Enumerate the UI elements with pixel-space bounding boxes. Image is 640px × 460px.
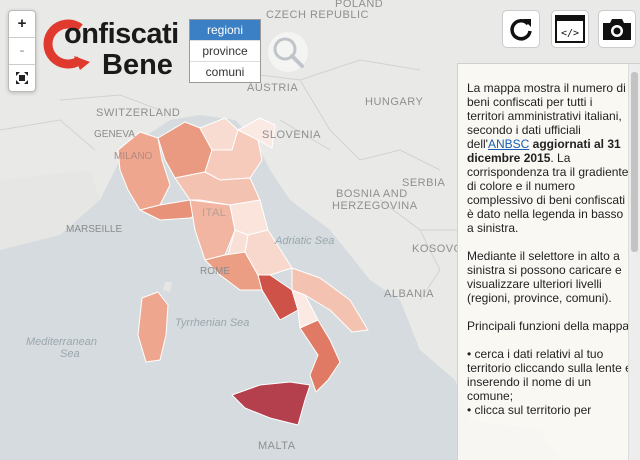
level-option-regioni[interactable]: regioni (190, 20, 260, 41)
label-tyrrhenian-sea: Tyrrhenian Sea (175, 317, 250, 329)
info-paragraph-intro: La mappa mostra il numero di beni confis… (467, 81, 629, 235)
label-italy: ITAL (202, 207, 227, 219)
label-serbia: SERBIA (402, 177, 446, 189)
label-switzerland: SWITZERLAND (96, 107, 181, 119)
level-selector: regioni province comuni (189, 19, 261, 83)
label-hungary: HUNGARY (365, 96, 424, 108)
label-marseille: MARSEILLE (66, 224, 123, 235)
logo-c-arrow-icon (43, 19, 90, 70)
label-geneva: GENEVA (94, 129, 135, 140)
info-scrollbar[interactable] (628, 64, 640, 460)
search-button[interactable] (268, 32, 308, 72)
fullscreen-icon (16, 72, 28, 84)
label-mediterranean-sea: Mediterranean (26, 336, 97, 348)
label-albania: ALBANIA (384, 288, 434, 300)
fullscreen-button[interactable] (9, 65, 35, 91)
label-poland: POLAND (335, 0, 384, 10)
info-function-list: • cerca i dati relativi al tuo territori… (467, 347, 633, 417)
level-option-province[interactable]: province (190, 41, 260, 62)
info-paragraph-selector: Mediante il selettore in alto a sinistra… (467, 249, 622, 305)
italy-regions (117, 117, 369, 426)
label-adriatic-sea: Adriatic Sea (275, 235, 335, 247)
confiscati-bene-logo: onfiscati Bene (40, 16, 190, 82)
label-herzegovina: HERZEGOVINA (332, 200, 418, 212)
embed-code-button[interactable]: </> (551, 10, 589, 48)
label-rome: ROME (200, 266, 230, 277)
search-icon (273, 37, 304, 68)
refresh-icon (510, 19, 532, 41)
zoom-out-button[interactable]: - (9, 38, 35, 65)
refresh-button[interactable] (502, 10, 540, 48)
zoom-in-button[interactable]: + (9, 11, 35, 38)
label-kosovo: KOSOVO (412, 243, 463, 255)
info-paragraph-functions: Principali funzioni della mappa: (467, 319, 633, 333)
zoom-control: + - (8, 10, 36, 92)
svg-text:</>: </> (561, 28, 579, 39)
label-mediterranean-sea-2: Sea (60, 348, 80, 360)
list-item: • clicca sul territorio per (467, 403, 592, 417)
logo-text-confiscati: onfiscati (64, 18, 179, 50)
label-bosnia: BOSNIA AND (336, 188, 408, 200)
label-austria: AUSTRIA (247, 82, 299, 94)
info-scrollbar-thumb[interactable] (631, 72, 638, 252)
label-czech-republic: CZECH REPUBLIC (266, 9, 369, 21)
logo-text-bene: Bene (102, 49, 173, 81)
label-slovenia: SLOVENIA (262, 129, 322, 141)
info-panel: La mappa mostra il numero di beni confis… (457, 63, 640, 460)
camera-icon (603, 19, 631, 40)
label-malta: MALTA (258, 440, 296, 452)
label-milano: MILANO (114, 151, 153, 162)
anbsc-link[interactable]: ANBSC (487, 137, 530, 151)
code-icon: </> (555, 15, 585, 43)
screenshot-button[interactable] (598, 10, 636, 48)
level-option-comuni[interactable]: comuni (205, 65, 245, 79)
list-item: • cerca i dati relativi al tuo territori… (467, 347, 632, 403)
